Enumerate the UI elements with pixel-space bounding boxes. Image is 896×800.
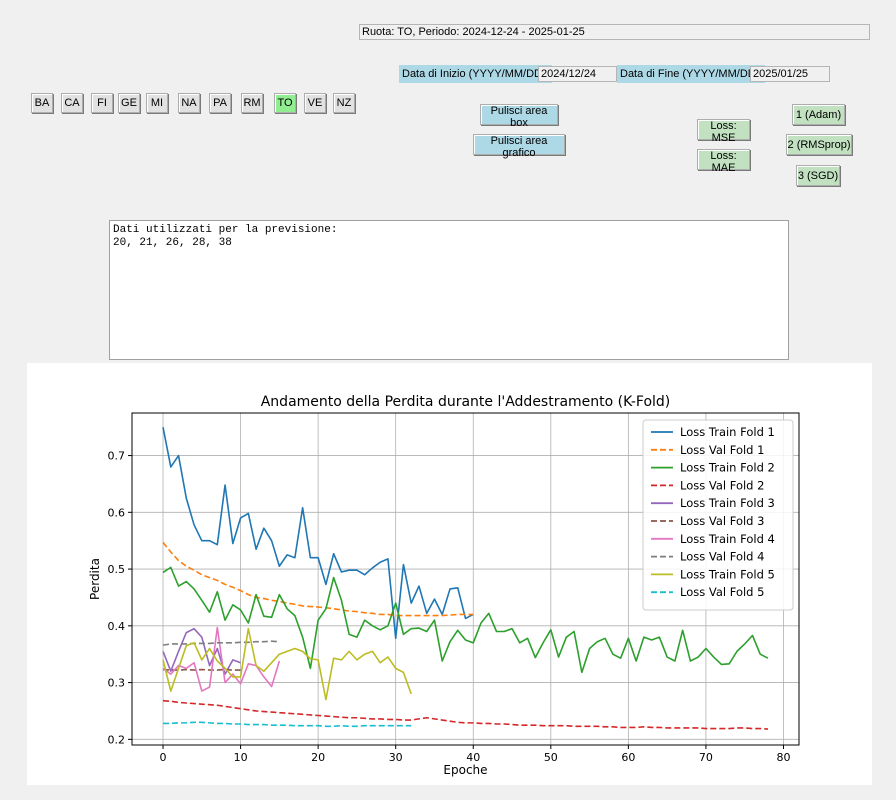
optimizer-adam-button[interactable]: 1 (Adam) xyxy=(792,104,845,125)
y-tick-label: 0.4 xyxy=(108,620,126,633)
wheel-button-ca[interactable]: CA xyxy=(61,93,83,113)
y-tick-label: 0.3 xyxy=(108,677,126,690)
y-tick-label: 0.2 xyxy=(108,733,126,746)
x-tick-label: 50 xyxy=(544,751,558,764)
series-line-1 xyxy=(162,427,474,640)
wheel-button-mi[interactable]: MI xyxy=(146,93,168,113)
x-tick-label: 70 xyxy=(699,751,713,764)
wheel-button-ge[interactable]: GE xyxy=(118,93,140,113)
y-tick-label: 0.7 xyxy=(108,450,126,463)
series-line-4 xyxy=(162,699,769,730)
x-tick-label: 30 xyxy=(389,751,403,764)
wheel-button-ba[interactable]: BA xyxy=(31,93,53,113)
series-line-8 xyxy=(162,640,280,646)
series-line-5 xyxy=(162,627,241,675)
legend-label-2: Loss Val Fold 1 xyxy=(680,443,764,457)
series-line-7 xyxy=(162,626,281,692)
series-line-6 xyxy=(162,668,241,671)
wheel-button-fi[interactable]: FI xyxy=(91,93,113,113)
end-date-label: Data di Fine (YYYY/MM/DD): xyxy=(617,65,766,83)
y-tick-label: 0.5 xyxy=(108,563,126,576)
legend-label-1: Loss Train Fold 1 xyxy=(680,425,775,439)
output-line-2: 20, 21, 26, 28, 38 xyxy=(113,237,232,249)
wheel-buttons: BA CA FI GE MI NA PA RM TO VE NZ xyxy=(31,93,361,117)
series-line-3 xyxy=(162,566,769,674)
legend-label-9: Loss Train Fold 5 xyxy=(680,567,775,581)
start-date-input[interactable] xyxy=(538,66,617,82)
legend-label-10: Loss Val Fold 5 xyxy=(680,585,764,599)
x-tick-label: 10 xyxy=(234,751,248,764)
series-line-2 xyxy=(162,541,474,617)
wheel-button-na[interactable]: NA xyxy=(178,93,200,113)
y-tick-label: 0.6 xyxy=(108,506,126,519)
output-textbox[interactable]: Dati utilizzati per la previsione: 20, 21… xyxy=(109,220,789,360)
chart-title: Andamento della Perdita durante l'Addest… xyxy=(261,394,671,410)
x-tick-label: 0 xyxy=(160,751,167,764)
wheel-button-pa[interactable]: PA xyxy=(209,93,231,113)
series-line-9 xyxy=(162,627,412,701)
legend-label-8: Loss Val Fold 4 xyxy=(680,550,764,564)
x-tick-label: 60 xyxy=(621,751,635,764)
plot-panel: 0 10 20 30 40 50 60 70 80 0.2 0.3 0.4 0.5 0.6 0.7 Andam… xyxy=(27,363,872,785)
legend-label-5: Loss Train Fold 3 xyxy=(680,496,775,510)
legend-box xyxy=(642,419,794,611)
x-tick-label: 80 xyxy=(776,751,790,764)
x-tick-label: 20 xyxy=(311,751,325,764)
end-date-input[interactable] xyxy=(750,66,830,82)
legend-label-3: Loss Train Fold 2 xyxy=(680,461,775,475)
wheel-button-rm[interactable]: RM xyxy=(241,93,263,113)
loss-mse-button[interactable]: Loss: MSE xyxy=(697,119,750,144)
wheel-button-nz[interactable]: NZ xyxy=(333,93,355,113)
legend-label-4: Loss Val Fold 2 xyxy=(680,478,764,492)
plot-frame xyxy=(131,412,800,746)
wheel-button-to[interactable]: TO xyxy=(274,93,296,113)
x-axis-label: Epoche xyxy=(443,763,487,777)
loss-chart: 0 10 20 30 40 50 60 70 80 0.2 0.3 0.4 0.5 0.6 0.7 Andam… xyxy=(88,394,800,777)
optimizer-rmsprop-button[interactable]: 2 (RMSprop) xyxy=(786,134,852,155)
output-line-1: Dati utilizzati per la previsione: xyxy=(113,224,338,236)
y-axis-label: Perdita xyxy=(88,558,102,600)
legend-label-6: Loss Val Fold 3 xyxy=(680,514,764,528)
clear-box-button[interactable]: Pulisci area box xyxy=(480,104,558,129)
series-line-10 xyxy=(163,721,412,728)
legend-label-7: Loss Train Fold 4 xyxy=(680,532,775,546)
loss-mae-button[interactable]: Loss: MAE xyxy=(697,149,750,174)
start-date-label: Data di Inizio (YYYY/MM/DD): xyxy=(399,65,552,83)
wheel-button-ve[interactable]: VE xyxy=(304,93,326,113)
optimizer-sgd-button[interactable]: 3 (SGD) xyxy=(796,165,840,186)
selection-readout: Ruota: TO, Periodo: 2024-12-24 - 2025-01… xyxy=(359,24,870,40)
clear-chart-button[interactable]: Pulisci area grafico xyxy=(473,134,565,159)
x-tick-label: 40 xyxy=(466,751,480,764)
